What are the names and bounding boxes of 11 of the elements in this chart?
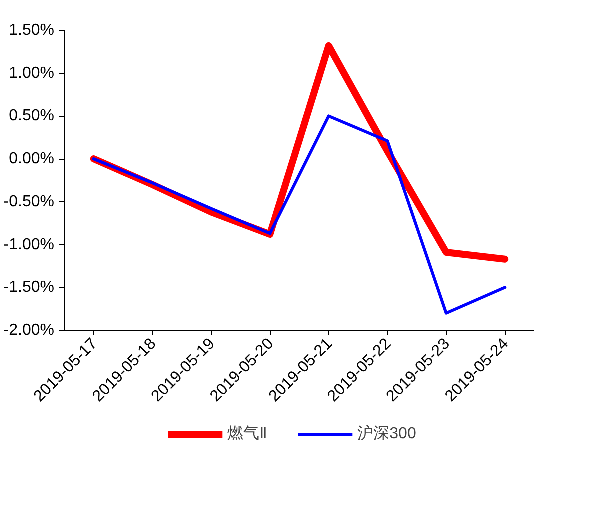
line-series <box>92 114 507 315</box>
legend-label: 燃气Ⅱ <box>228 424 268 444</box>
y-tick-label: -2.00% <box>4 322 55 339</box>
y-tick-label: 1.50% <box>9 22 55 39</box>
y-tick-label: -0.50% <box>4 193 55 210</box>
y-tick-label: -1.00% <box>4 236 55 254</box>
y-tick-label: 1.00% <box>9 64 55 82</box>
y-tick-label: 0.00% <box>9 150 55 168</box>
y-tick-label: -1.50% <box>4 279 55 296</box>
y-tick-label: 0.50% <box>9 108 55 125</box>
legend-label: 沪深300 <box>358 424 416 444</box>
